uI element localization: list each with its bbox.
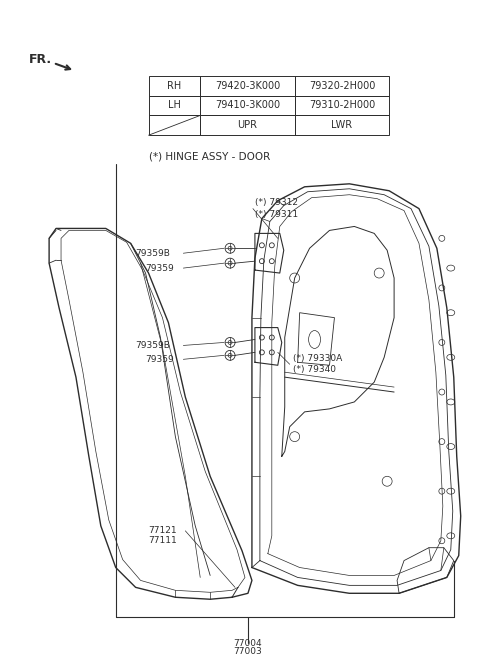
Text: 79359: 79359 — [145, 264, 174, 273]
Text: LWR: LWR — [331, 121, 352, 130]
Ellipse shape — [447, 533, 455, 539]
Text: 77004: 77004 — [234, 639, 262, 648]
Ellipse shape — [447, 310, 455, 316]
Ellipse shape — [447, 444, 455, 449]
Text: 79359B: 79359B — [136, 341, 170, 350]
Bar — [295, 76, 389, 96]
Bar — [295, 96, 389, 115]
Ellipse shape — [447, 399, 455, 405]
Text: 77121: 77121 — [148, 526, 177, 535]
Ellipse shape — [309, 331, 321, 349]
Bar — [200, 115, 295, 135]
Ellipse shape — [447, 265, 455, 271]
Bar — [200, 76, 295, 96]
Bar — [148, 76, 200, 96]
Text: LH: LH — [168, 100, 181, 111]
Text: (*) 79312: (*) 79312 — [255, 198, 298, 207]
Text: (*) HINGE ASSY - DOOR: (*) HINGE ASSY - DOOR — [148, 151, 270, 161]
Text: (*) 79340: (*) 79340 — [293, 364, 336, 374]
Bar — [295, 115, 389, 135]
Text: (*) 79330A: (*) 79330A — [293, 354, 342, 363]
Bar — [148, 115, 200, 135]
Text: 79359B: 79359B — [136, 248, 170, 258]
Text: 79310-2H000: 79310-2H000 — [309, 100, 375, 111]
Text: 79410-3K000: 79410-3K000 — [215, 100, 280, 111]
Text: 79359: 79359 — [145, 355, 174, 364]
Text: UPR: UPR — [238, 121, 257, 130]
Text: 77111: 77111 — [148, 536, 177, 545]
Text: RH: RH — [167, 80, 181, 91]
Ellipse shape — [447, 488, 455, 494]
Text: 79420-3K000: 79420-3K000 — [215, 80, 280, 91]
Text: FR.: FR. — [29, 53, 52, 67]
Bar — [148, 96, 200, 115]
Bar — [200, 96, 295, 115]
Text: 77003: 77003 — [234, 647, 263, 656]
Text: 79320-2H000: 79320-2H000 — [309, 80, 375, 91]
Ellipse shape — [447, 355, 455, 360]
Text: (*) 79311: (*) 79311 — [255, 210, 298, 219]
